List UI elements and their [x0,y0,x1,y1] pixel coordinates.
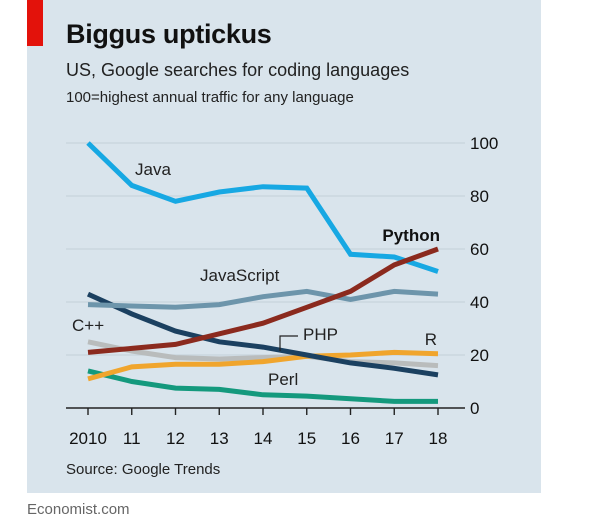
x-tick-label-2014: 14 [254,429,273,448]
x-tick-label-2015: 15 [297,429,316,448]
x-tick-label-2016: 16 [341,429,360,448]
series-line-php [86,291,439,378]
series-label-r: R [425,330,437,349]
series-label-java: Java [135,160,171,179]
y-tick-label-100: 100 [470,134,498,153]
series-line-r [87,349,439,382]
series-label-javascript: JavaScript [200,266,280,285]
series-line-python [87,246,439,355]
tick-labels: 0 20 40 60 80 100 2010 11 12 13 14 15 16 17 18 [69,134,498,448]
y-tick-label-80: 80 [470,187,489,206]
x-tick-label-2017: 17 [385,429,404,448]
series-line-javascript [87,288,439,310]
series-lines [86,141,439,404]
y-tick-label-0: 0 [470,399,479,418]
series-line-cplusplus [87,339,439,369]
series-label-python: Python [382,226,440,245]
x-tick-label-2013: 13 [210,429,229,448]
chart-subtitle: US, Google searches for coding languages [66,60,410,80]
chart-panel [27,0,541,493]
chart-title: Biggus uptickus [66,19,272,49]
x-tick-label-2018: 18 [429,429,448,448]
x-tick-label-2010: 2010 [69,429,107,448]
series-labels: Perl C++ R PHP JavaScript Java Python [72,160,440,389]
x-tick-label-2011: 11 [123,429,141,448]
brand-credit: Economist.com [27,501,130,518]
x-tick-label-2012: 12 [166,429,185,448]
y-tick-label-20: 20 [470,346,489,365]
series-label-cplusplus: C++ [72,316,104,335]
series-line-java [86,141,439,274]
php-leader-line [279,335,298,351]
x-axis [66,407,465,415]
y-tick-label-60: 60 [470,240,489,259]
chart-note: 100=highest annual traffic for any langu… [66,89,354,106]
series-label-php: PHP [303,325,338,344]
y-tick-label-40: 40 [470,293,489,312]
source-note: Source: Google Trends [66,461,221,478]
series-label-perl: Perl [268,370,298,389]
series-line-perl [87,368,438,404]
brand-red-rectangle [27,0,43,46]
